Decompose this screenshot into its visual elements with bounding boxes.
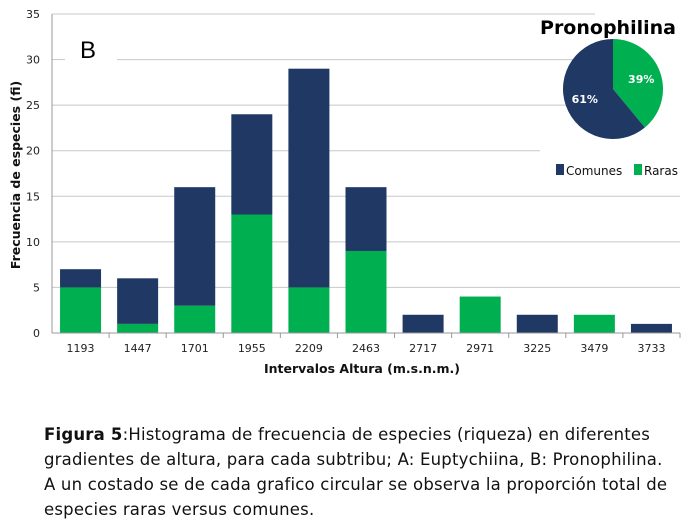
x-tick-label: 3225 bbox=[523, 342, 551, 355]
x-tick-label: 3733 bbox=[637, 342, 665, 355]
y-tick-label: 30 bbox=[26, 54, 40, 67]
x-tick-label: 1193 bbox=[67, 342, 95, 355]
legend-swatch-raras bbox=[634, 164, 642, 175]
pie-label-comunes: 61% bbox=[572, 93, 598, 106]
inset-pie-chart: Pronophilina 39% 61% bbox=[540, 17, 676, 140]
bar-raras-1447 bbox=[117, 323, 159, 333]
panel-label: B bbox=[80, 37, 96, 64]
bar-comunes-1955 bbox=[231, 114, 273, 215]
bar-comunes-3225 bbox=[516, 314, 558, 333]
x-axis-label: Intervalos Altura (m.s.n.m.) bbox=[264, 361, 460, 376]
x-tick-label: 3479 bbox=[580, 342, 608, 355]
pie-label-raras: 39% bbox=[628, 73, 654, 86]
caption-label: Figura 5 bbox=[44, 425, 123, 444]
bar-comunes-1447 bbox=[117, 278, 159, 324]
pie-slice-raras bbox=[613, 39, 663, 128]
y-tick-label: 0 bbox=[33, 327, 40, 340]
x-tick-label: 2209 bbox=[295, 342, 323, 355]
legend-swatch-comunes bbox=[556, 164, 564, 175]
x-tick-label: 1955 bbox=[238, 342, 266, 355]
figure-caption: Figura 5:Histograma de frecuencia de esp… bbox=[44, 422, 674, 522]
legend: Comunes Raras bbox=[556, 164, 678, 178]
bar-raras-3479 bbox=[573, 314, 615, 333]
bar-raras-2209 bbox=[288, 287, 330, 333]
bar-raras-1955 bbox=[231, 214, 273, 333]
y-tick-label: 15 bbox=[26, 190, 40, 203]
y-axis-label: Frecuencia de especies (fi) bbox=[8, 81, 23, 269]
pie-slice-comunes bbox=[563, 39, 645, 140]
bar-comunes-1193 bbox=[60, 269, 102, 288]
caption-text: :Histograma de frecuencia de especies (r… bbox=[44, 425, 668, 519]
x-tick-label: 1447 bbox=[124, 342, 152, 355]
x-tick-label: 1701 bbox=[181, 342, 209, 355]
bar-raras-1193 bbox=[60, 287, 102, 333]
bar-raras-1701 bbox=[174, 305, 216, 333]
bar-comunes-2717 bbox=[402, 314, 444, 333]
bar-comunes-2463 bbox=[345, 187, 387, 251]
x-tick-label: 2717 bbox=[409, 342, 437, 355]
y-tick-label: 35 bbox=[26, 8, 40, 21]
y-tick-label: 5 bbox=[33, 281, 40, 294]
y-tick-label: 20 bbox=[26, 145, 40, 158]
bar-comunes-2209 bbox=[288, 68, 330, 288]
legend-label-raras: Raras bbox=[644, 164, 678, 178]
legend-label-comunes: Comunes bbox=[566, 164, 622, 178]
bar-comunes-1701 bbox=[174, 187, 216, 306]
bar-raras-2971 bbox=[459, 296, 501, 333]
x-tick-label: 2971 bbox=[466, 342, 494, 355]
x-tick-label: 2463 bbox=[352, 342, 380, 355]
bar-raras-2463 bbox=[345, 250, 387, 333]
y-tick-label: 25 bbox=[26, 99, 40, 112]
pie-title: Pronophilina bbox=[540, 17, 676, 39]
y-tick-label: 10 bbox=[26, 236, 40, 249]
stacked-bar-chart: 0 5 10 15 20 25 30 35 1193 1447 1701 1955 2209 2463 27… bbox=[8, 8, 681, 376]
bar-comunes-3733 bbox=[630, 323, 672, 333]
